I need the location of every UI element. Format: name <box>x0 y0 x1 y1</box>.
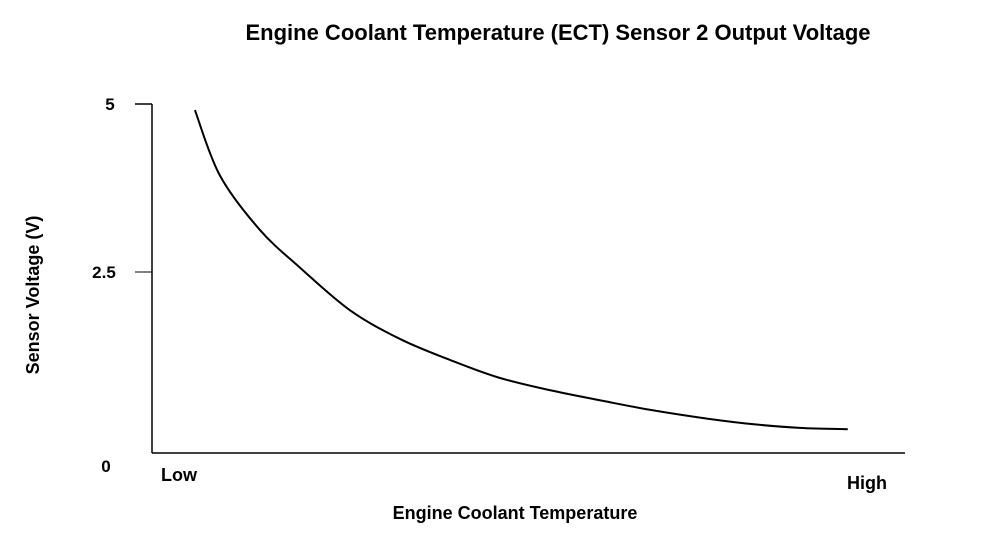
chart-title: Engine Coolant Temperature (ECT) Sensor … <box>245 20 870 45</box>
x-axis-label: Engine Coolant Temperature <box>393 503 638 523</box>
x-tick-label-high: High <box>847 473 887 493</box>
y-tick-label-0: 0 <box>101 457 110 476</box>
y-tick-label-5: 5 <box>105 95 114 114</box>
y-axis-label: Sensor Voltage (V) <box>23 216 43 375</box>
x-tick-label-low: Low <box>161 465 198 485</box>
y-tick-label-2.5: 2.5 <box>92 263 116 282</box>
series-line-0 <box>193 109 848 431</box>
